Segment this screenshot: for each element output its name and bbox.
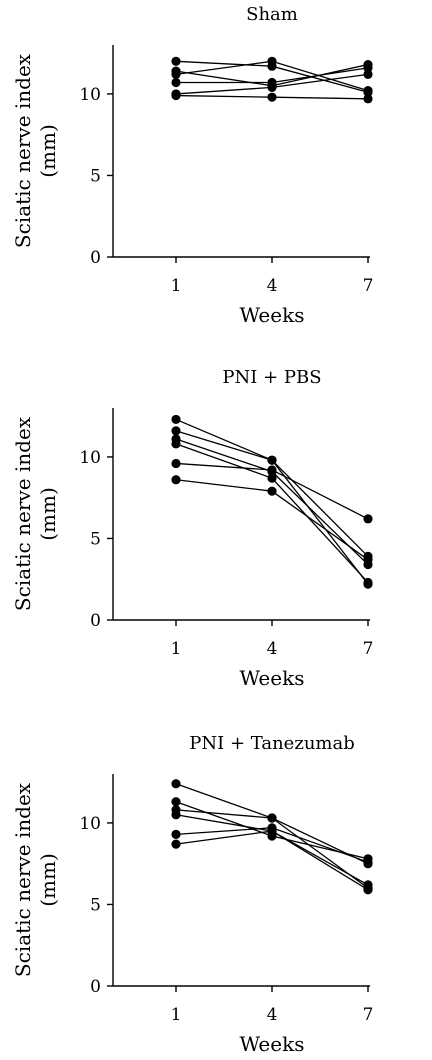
data-point <box>363 577 373 588</box>
data-point <box>171 439 181 449</box>
data-point <box>171 797 181 807</box>
data-point <box>171 426 181 436</box>
y-axis-label: Sciatic nerve index <box>11 53 35 248</box>
data-point <box>171 839 181 849</box>
data-point <box>363 86 373 96</box>
data-point <box>171 69 181 79</box>
y-tick-label: 0 <box>90 248 101 268</box>
data-point <box>171 77 181 88</box>
x-tick-label: 1 <box>171 1005 182 1025</box>
x-axis-label: Weeks <box>240 303 305 327</box>
y-axis-label: Sciatic nerve index <box>11 416 35 611</box>
data-point <box>267 455 277 465</box>
data-point <box>171 56 181 66</box>
data-point <box>267 813 277 823</box>
y-tick-label: 10 <box>79 85 101 105</box>
data-point <box>363 69 373 79</box>
data-point <box>267 826 277 836</box>
x-axis-label: Weeks <box>240 666 305 690</box>
data-point <box>171 458 181 469</box>
data-point <box>363 514 373 524</box>
y-tick-label: 10 <box>79 814 101 834</box>
data-point <box>171 779 181 789</box>
x-tick-label: 1 <box>171 639 182 659</box>
data-point <box>171 810 181 820</box>
x-tick-label: 4 <box>267 639 278 659</box>
data-point <box>363 94 373 104</box>
data-point <box>171 90 181 101</box>
y-tick-label: 5 <box>90 166 101 186</box>
y-tick-label: 0 <box>90 611 101 631</box>
y-axis-label-unit: (mm) <box>36 487 60 541</box>
data-point <box>363 555 373 565</box>
chart-title: Sham <box>246 4 298 25</box>
chart-title: PNI + PBS <box>222 367 321 388</box>
data-point <box>171 475 181 485</box>
y-tick-label: 10 <box>79 448 101 468</box>
data-point <box>267 56 277 66</box>
x-tick-label: 7 <box>363 639 374 659</box>
y-axis-label: Sciatic nerve index <box>11 782 35 977</box>
data-point <box>363 857 373 867</box>
data-point <box>267 486 277 496</box>
data-point <box>171 414 181 425</box>
x-tick-label: 4 <box>267 276 278 296</box>
data-point <box>363 63 373 73</box>
y-axis-label-unit: (mm) <box>36 853 60 907</box>
chart-panel-1: Sham 0 5 10 1 4 7 Weeks Sciatic nerve index (mm) <box>11 4 373 327</box>
y-axis-label-unit: (mm) <box>36 124 60 178</box>
data-point <box>171 829 181 839</box>
x-tick-label: 7 <box>363 276 374 296</box>
chart-title: PNI + Tanezumab <box>189 733 354 754</box>
y-tick-label: 5 <box>90 529 101 549</box>
data-point <box>267 465 277 475</box>
series-line-1 <box>175 418 369 585</box>
chart-panel-3: PNI + Tanezumab 0 5 10 1 4 7 Weeks Sciatic nerve… <box>11 733 373 1056</box>
data-point <box>267 92 277 102</box>
data-point <box>363 885 373 895</box>
data-point <box>267 473 277 483</box>
x-axis-label: Weeks <box>240 1032 305 1056</box>
x-tick-label: 7 <box>363 1005 374 1025</box>
y-tick-label: 0 <box>90 977 101 997</box>
chart-panel-2: PNI + PBS 0 5 10 1 4 7 Weeks Sciatic nerve index… <box>11 367 373 690</box>
x-tick-label: 4 <box>267 1005 278 1025</box>
x-tick-label: 1 <box>171 276 182 296</box>
y-tick-label: 5 <box>90 895 101 915</box>
data-point <box>267 82 277 92</box>
